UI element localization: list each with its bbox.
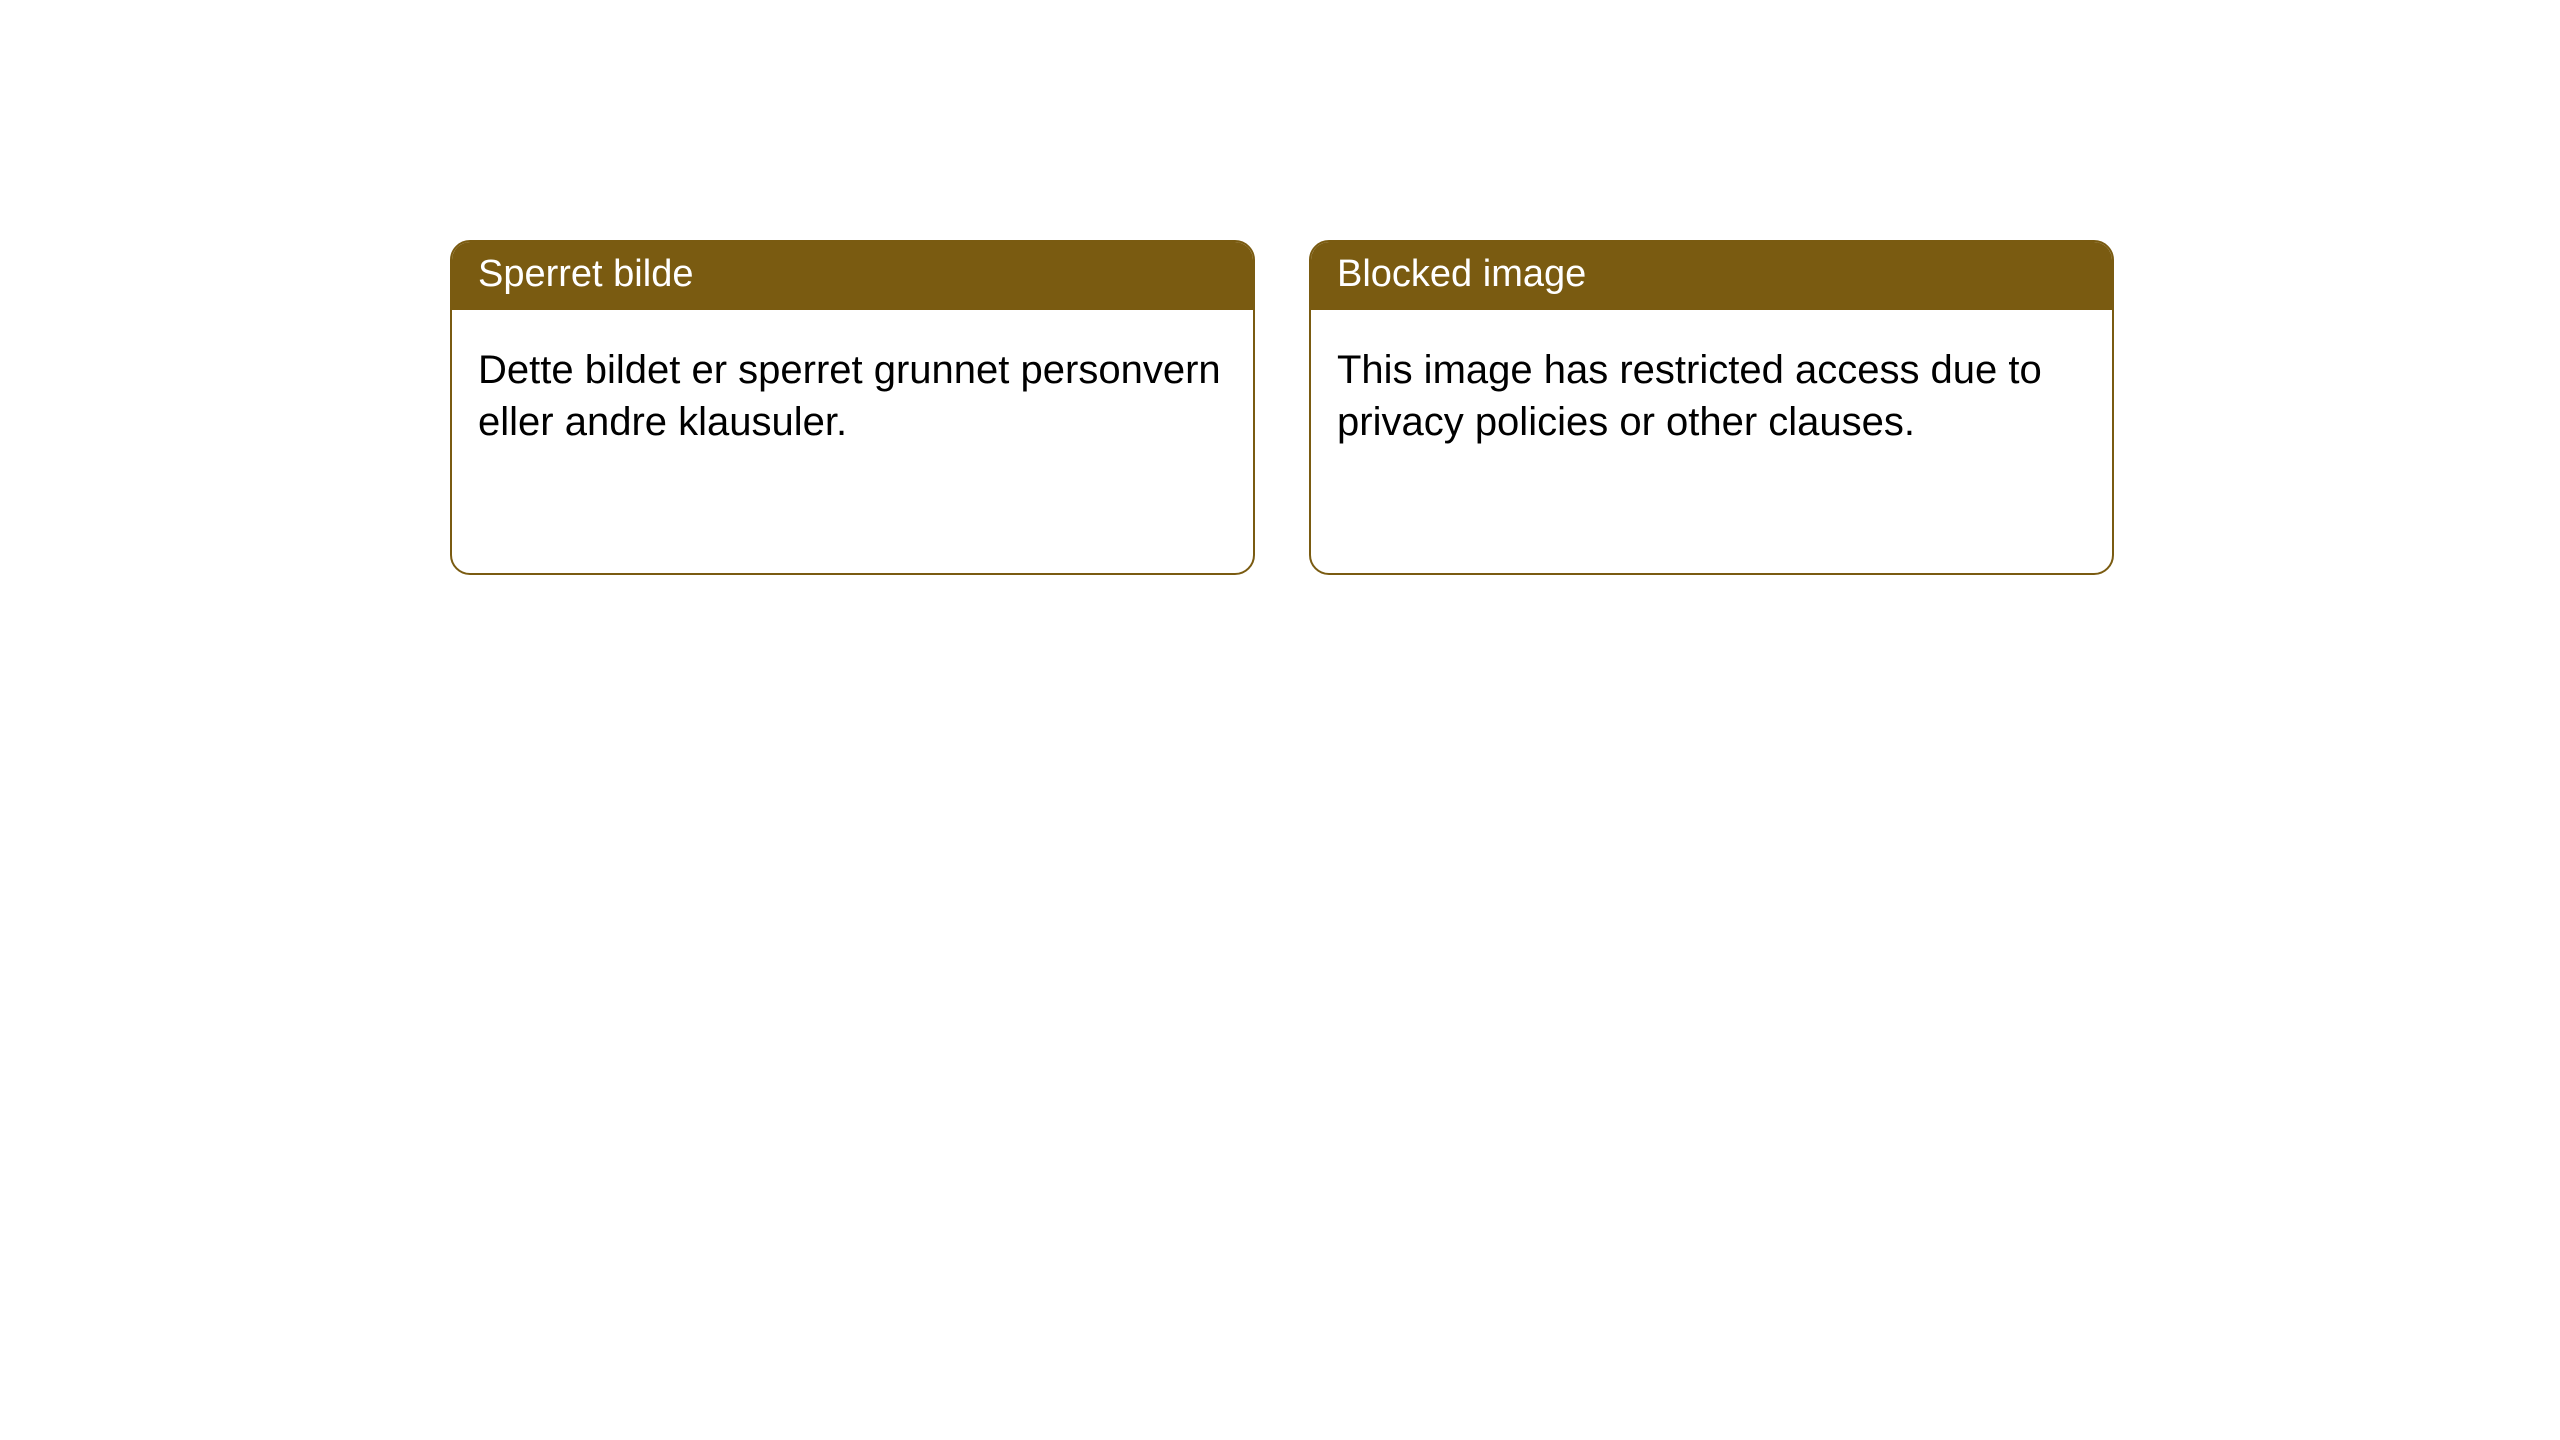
card-header: Sperret bilde — [452, 242, 1253, 310]
notice-container: Sperret bilde Dette bildet er sperret gr… — [0, 0, 2560, 575]
card-header: Blocked image — [1311, 242, 2112, 310]
card-body: This image has restricted access due to … — [1311, 310, 2112, 474]
blocked-image-card-en: Blocked image This image has restricted … — [1309, 240, 2114, 575]
card-title: Sperret bilde — [478, 253, 693, 295]
card-body-text: Dette bildet er sperret grunnet personve… — [478, 348, 1221, 444]
card-body: Dette bildet er sperret grunnet personve… — [452, 310, 1253, 474]
blocked-image-card-no: Sperret bilde Dette bildet er sperret gr… — [450, 240, 1255, 575]
card-body-text: This image has restricted access due to … — [1337, 348, 2042, 444]
card-title: Blocked image — [1337, 253, 1586, 295]
